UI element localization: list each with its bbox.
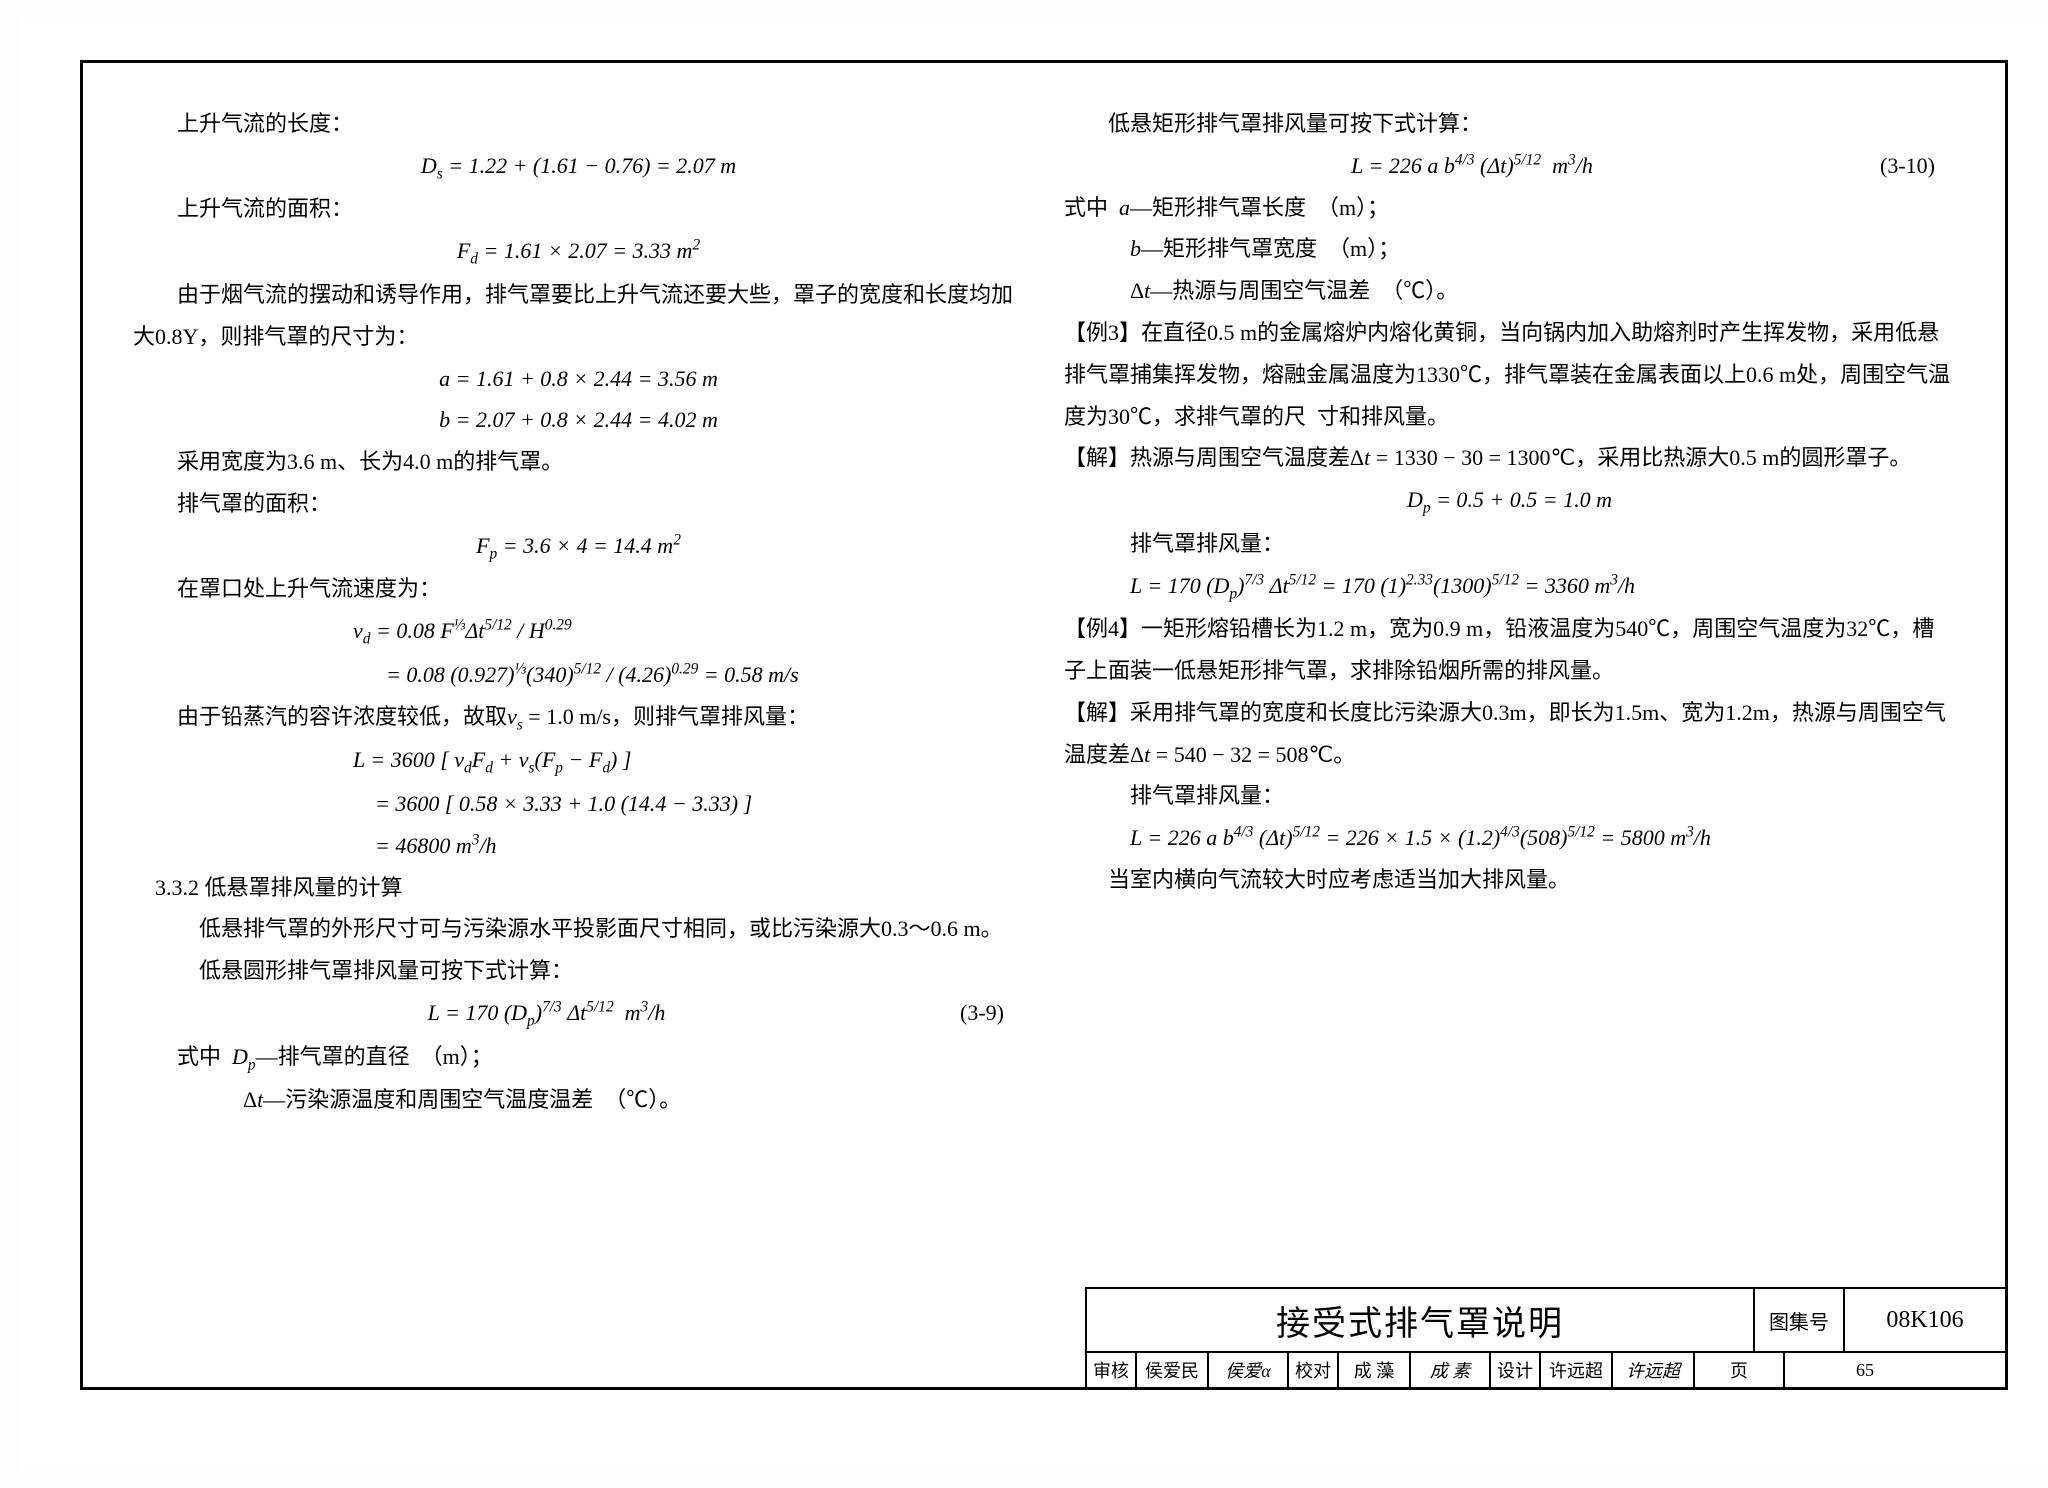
left-eq3b: b = 2.07 + 0.8 × 2.44 = 4.02 m <box>133 399 1024 441</box>
left-eq7-line: L = 170 (Dp)7/3 Δt5/12 m3/h (3-9) <box>133 992 1024 1036</box>
page-label: 页 <box>1695 1353 1785 1387</box>
left-eq5b: = 0.08 (0.927)⅓(340)5/12 / (4.26)0.29 = … <box>133 654 1024 696</box>
left-column: 上升气流的长度： Ds = 1.22 + (1.61 − 0.76) = 2.0… <box>133 103 1024 1243</box>
drawing-title: 接受式排气罩说明 <box>1087 1289 1755 1351</box>
left-p7: 由于铅蒸汽的容许浓度较低，故取vs = 1.0 m/s，则排气罩排风量： <box>133 696 1024 740</box>
left-p3: 由于烟气流的摆动和诱导作用，排气罩要比上升气流还要大些，罩子的宽度和长度均加大0… <box>133 274 1024 358</box>
left-p10: 式中 Dp—排气罩的直径 （m）； <box>133 1036 1024 1080</box>
title-row-2: 审核 侯爱民 侯爱α 校对 成 藻 成 素 设计 许远超 许远超 页 65 <box>1087 1351 2005 1387</box>
design-sig: 许远超 <box>1613 1353 1695 1387</box>
left-eq7-num: (3-9) <box>960 992 1024 1034</box>
left-eq4: Fp = 3.6 × 4 = 14.4 m2 <box>133 525 1024 569</box>
set-code: 08K106 <box>1845 1289 2005 1351</box>
check-label: 校对 <box>1289 1353 1339 1387</box>
right-eq2: Dp = 0.5 + 0.5 = 1.0 m <box>1064 479 1955 523</box>
left-eq7: L = 170 (Dp)7/3 Δt5/12 m3/h <box>133 992 960 1036</box>
right-eq4: L = 226 a b4/3 (Δt)5/12 = 226 × 1.5 × (1… <box>1064 817 1955 859</box>
solution-3a: 【解】热源与周围空气温度差Δt = 1330 − 30 = 1300℃，采用比热… <box>1064 437 1955 479</box>
right-p1: 低悬矩形排气罩排风量可按下式计算： <box>1064 103 1955 145</box>
right-p6: 排气罩排风量： <box>1064 775 1955 817</box>
right-p3: b—矩形排气罩宽度 （m）； <box>1064 228 1955 270</box>
left-p6: 在罩口处上升气流速度为： <box>133 568 1024 610</box>
audit-sig: 侯爱α <box>1209 1353 1289 1387</box>
audit-name: 侯爱民 <box>1137 1353 1209 1387</box>
set-label: 图集号 <box>1755 1289 1845 1351</box>
page-frame: 上升气流的长度： Ds = 1.22 + (1.61 − 0.76) = 2.0… <box>80 60 2008 1390</box>
left-eq5a: vd = 0.08 F⅓Δt5/12 / H0.29 <box>133 610 1024 654</box>
left-p5: 排气罩的面积： <box>133 483 1024 525</box>
left-p1: 上升气流的长度： <box>133 103 1024 145</box>
check-sig: 成 素 <box>1411 1353 1491 1387</box>
left-eq1: Ds = 1.22 + (1.61 − 0.76) = 2.07 m <box>133 145 1024 189</box>
right-eq1-num: (3-10) <box>1880 145 1955 187</box>
title-block: 接受式排气罩说明 图集号 08K106 审核 侯爱民 侯爱α 校对 成 藻 成 … <box>1085 1287 2005 1387</box>
left-p8: 低悬排气罩的外形尺寸可与污染源水平投影面尺寸相同，或比污染源大0.3～0.6 m… <box>133 908 1024 950</box>
right-p5: 排气罩排风量： <box>1064 523 1955 565</box>
right-eq3: L = 170 (Dp)7/3 Δt5/12 = 170 (1)2.33(130… <box>1064 565 1955 609</box>
left-eq6c: = 46800 m3/h <box>133 825 1024 867</box>
example-4: 【例4】一矩形熔铅槽长为1.2 m，宽为0.9 m，铅液温度为540℃，周围空气… <box>1064 608 1955 692</box>
two-column-body: 上升气流的长度： Ds = 1.22 + (1.61 − 0.76) = 2.0… <box>133 103 1955 1243</box>
solution-4a: 【解】采用排气罩的宽度和长度比污染源大0.3m，即长为1.5m、宽为1.2m，热… <box>1064 692 1955 776</box>
right-eq1-line: L = 226 a b4/3 (Δt)5/12 m3/h (3-10) <box>1064 145 1955 187</box>
left-p11: Δt—污染源温度和周围空气温度温差 （℃）。 <box>133 1079 1024 1121</box>
left-eq6a: L = 3600 [ vdFd + vs(Fp − Fd) ] <box>133 739 1024 783</box>
right-p4: Δt—热源与周围空气温差 （℃）。 <box>1064 270 1955 312</box>
check-name: 成 藻 <box>1339 1353 1411 1387</box>
left-eq6b: = 3600 [ 0.58 × 3.33 + 1.0 (14.4 − 3.33)… <box>133 783 1024 825</box>
right-p2: 式中 a—矩形排气罩长度 （m）； <box>1064 187 1955 229</box>
right-eq1: L = 226 a b4/3 (Δt)5/12 m3/h <box>1064 145 1880 187</box>
left-eq3a: a = 1.61 + 0.8 × 2.44 = 3.56 m <box>133 358 1024 400</box>
right-column: 低悬矩形排气罩排风量可按下式计算： L = 226 a b4/3 (Δt)5/1… <box>1064 103 1955 1243</box>
left-p9: 低悬圆形排气罩排风量可按下式计算： <box>133 950 1024 992</box>
page-number: 65 <box>1785 1353 1945 1387</box>
left-p2: 上升气流的面积： <box>133 188 1024 230</box>
left-p4: 采用宽度为3.6 m、长为4.0 m的排气罩。 <box>133 441 1024 483</box>
right-p7: 当室内横向气流较大时应考虑适当加大排风量。 <box>1064 859 1955 901</box>
design-label: 设计 <box>1491 1353 1541 1387</box>
page: 上升气流的长度： Ds = 1.22 + (1.61 − 0.76) = 2.0… <box>20 20 2048 1468</box>
audit-label: 审核 <box>1087 1353 1137 1387</box>
design-name: 许远超 <box>1541 1353 1613 1387</box>
left-eq2: Fd = 1.61 × 2.07 = 3.33 m2 <box>133 230 1024 274</box>
section-3-3-2: 3.3.2 低悬罩排风量的计算 <box>133 867 1024 909</box>
example-3: 【例3】在直径0.5 m的金属熔炉内熔化黄铜，当向锅内加入助熔剂时产生挥发物，采… <box>1064 312 1955 437</box>
title-row-1: 接受式排气罩说明 图集号 08K106 <box>1087 1289 2005 1351</box>
